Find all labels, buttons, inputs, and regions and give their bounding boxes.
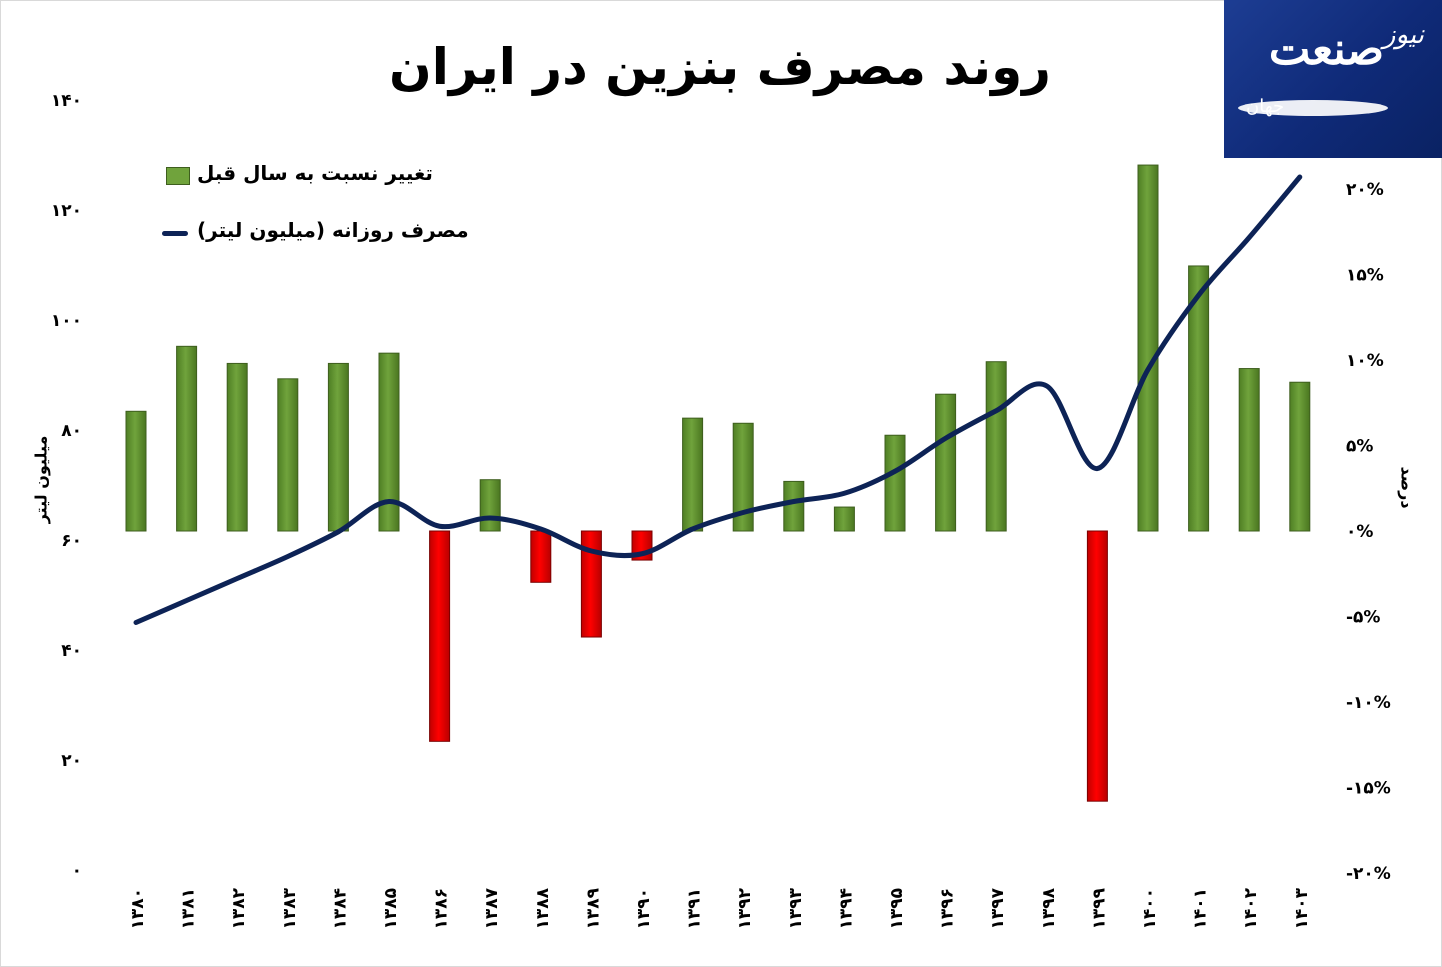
bar: [783, 480, 805, 532]
y-left-tick-label: ۴۰: [61, 641, 82, 661]
x-category-label: ۱۳۸۱: [179, 888, 199, 930]
bar: [1289, 381, 1311, 532]
legend-line-label: مصرف روزانه (میلیون لیتر): [197, 218, 469, 242]
chart-title: روند مصرف بنزین در ایران: [389, 38, 1051, 96]
legend-bar-label: تغییر نسبت به سال قبل: [197, 161, 433, 185]
x-category-label: ۱۳۹۸: [1039, 887, 1059, 929]
x-category-label: ۱۳۹۱: [685, 888, 705, 930]
y-right-tick-label: -۱۵%: [1346, 779, 1391, 799]
bar: [226, 362, 248, 532]
legend-bar-swatch: [166, 167, 190, 185]
bar: [530, 530, 552, 583]
x-category-label: ۱۳۹۴: [836, 888, 856, 930]
x-category-label: ۱۳۸۲: [229, 887, 249, 929]
bar: [429, 530, 451, 742]
y-right-tick-label: -۵%: [1346, 608, 1380, 628]
x-category-label: ۱۳۸۹: [583, 887, 603, 929]
logo-suffix: نیوز: [1382, 20, 1424, 50]
y-right-tick-label: -۲۰%: [1346, 864, 1391, 884]
x-category-label: ۱۳۸۸: [533, 887, 553, 929]
bar: [1188, 265, 1210, 532]
brand-logo: نیوز صنعت جهان: [1224, 0, 1442, 158]
y-left-tick-label: ۸۰: [61, 421, 82, 441]
x-category-label: ۱۳۸۷: [482, 887, 502, 929]
bar: [935, 393, 957, 532]
bar: [1086, 530, 1108, 802]
legend-line-swatch: [162, 231, 188, 236]
bar: [732, 422, 754, 532]
x-category-label: ۱۳۸۳: [280, 887, 300, 929]
x-category-label: ۱۳۹۹: [1089, 887, 1109, 929]
y-left-tick-label: ۱۴۰: [51, 91, 82, 111]
y-right-tick-label: -۱۰%: [1346, 693, 1391, 713]
logo-prefix: جهان: [1246, 96, 1285, 117]
y-right-tick-label: ۱۵%: [1346, 266, 1384, 286]
consumption-line: [133, 174, 1303, 625]
x-category-label: ۱۳۸۶: [432, 888, 452, 930]
bar: [277, 378, 299, 532]
x-category-label: ۱۳۹۳: [786, 887, 806, 929]
y-left-tick-label: ۶۰: [61, 531, 82, 551]
x-category-label: ۱۴۰۰: [1140, 888, 1160, 930]
bar: [1137, 164, 1159, 532]
bar: [985, 361, 1007, 532]
y-left-tick-label: ۱۲۰: [51, 201, 82, 221]
x-category-label: ۱۳۸۴: [330, 888, 350, 930]
logo-brand: صنعت: [1268, 24, 1384, 75]
y-right-tick-label: ۲۰%: [1346, 180, 1384, 200]
x-category-label: ۱۴۰۳: [1292, 887, 1312, 929]
x-category-label: ۱۳۸۵: [381, 888, 401, 930]
bar: [1238, 368, 1260, 532]
bar: [327, 362, 349, 532]
x-category-label: ۱۴۰۲: [1241, 887, 1261, 929]
x-category-label: ۱۳۹۷: [988, 887, 1008, 929]
y-right-tick-label: ۰%: [1346, 522, 1373, 542]
bar: [833, 506, 855, 532]
bar: [378, 352, 400, 532]
y-left-tick-label: ۱۰۰: [51, 311, 82, 331]
x-category-label: ۱۴۰۱: [1191, 888, 1211, 930]
x-category-label: ۱۳۸۰: [128, 888, 148, 930]
y-right-tick-label: ۵%: [1346, 437, 1373, 457]
bar: [176, 345, 198, 532]
bar: [125, 410, 147, 532]
y-right-tick-label: ۱۰%: [1346, 351, 1384, 371]
bar: [479, 479, 501, 532]
bar: [682, 417, 704, 532]
y-left-tick-label: ۰: [72, 861, 82, 881]
x-category-label: ۱۳۹۲: [735, 887, 755, 929]
bar: [884, 434, 906, 532]
x-category-label: ۱۳۹۵: [887, 888, 907, 930]
y-left-tick-label: ۲۰: [61, 751, 82, 771]
x-category-label: ۱۳۹۰: [634, 888, 654, 930]
logo-swoosh: [1238, 100, 1388, 116]
bar: [580, 530, 602, 638]
x-category-label: ۱۳۹۶: [938, 888, 958, 930]
